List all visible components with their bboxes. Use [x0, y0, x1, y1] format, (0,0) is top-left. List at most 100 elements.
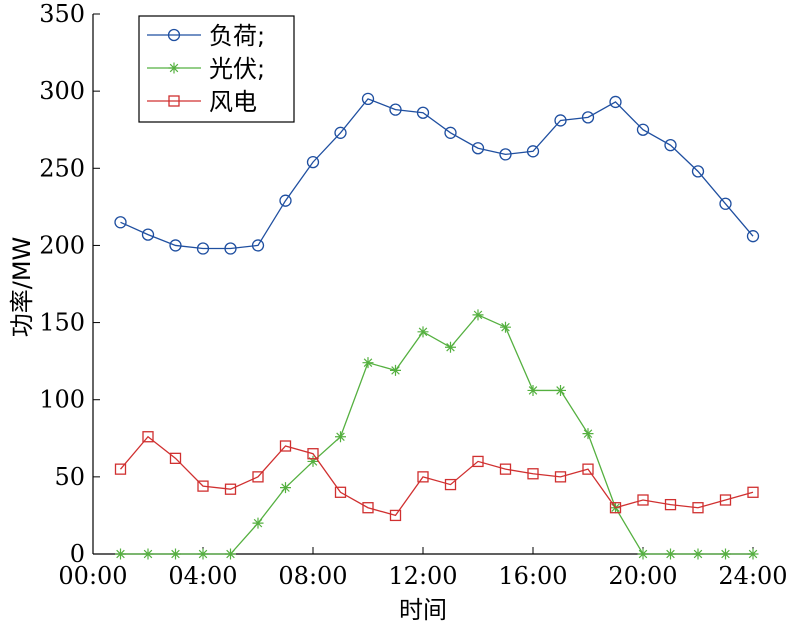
y-tick-label: 350: [39, 0, 85, 28]
x-tick-label: 00:00: [58, 562, 127, 590]
x-tick-label: 12:00: [388, 562, 457, 590]
x-tick-label: 04:00: [168, 562, 237, 590]
data-point: [142, 548, 154, 560]
series-2: [114, 431, 759, 522]
data-point: [390, 364, 401, 376]
data-point: [334, 126, 347, 139]
legend-marker: [167, 28, 181, 42]
data-point: [582, 463, 594, 475]
data-point: [280, 482, 291, 494]
data-point: [279, 440, 292, 452]
y-tick-label: 0: [70, 540, 85, 568]
series-layer: [114, 92, 760, 560]
data-point: [334, 486, 347, 498]
series-1: [115, 309, 759, 560]
data-point: [115, 548, 126, 560]
data-point: [362, 502, 374, 514]
y-tick-label: 50: [54, 463, 85, 491]
data-point: [527, 468, 539, 480]
data-point: [637, 548, 649, 560]
series-0: [114, 92, 760, 255]
legend-entry: 负荷;: [147, 22, 265, 50]
series-line: [120, 435, 754, 517]
data-point: [554, 114, 567, 127]
legend-entry: 风电: [147, 88, 257, 116]
y-tick-label: 150: [39, 309, 85, 337]
data-point: [444, 126, 457, 139]
y-tick-label: 200: [39, 231, 85, 259]
y-tick-label: 300: [39, 77, 85, 105]
data-point: [252, 517, 264, 529]
data-point: [664, 498, 677, 511]
legend-label: 风电: [209, 88, 257, 116]
data-point: [361, 92, 375, 106]
data-point: [636, 123, 650, 136]
data-point: [554, 471, 567, 483]
legend-marker: [168, 95, 180, 107]
legend-entry: 光伏;: [147, 55, 265, 83]
data-point: [114, 216, 127, 229]
data-point: [307, 455, 319, 467]
data-point: [500, 321, 511, 333]
data-point: [251, 239, 265, 252]
data-point: [581, 111, 595, 124]
data-point: [224, 483, 237, 495]
data-point: [307, 448, 319, 460]
data-point: [197, 548, 209, 560]
data-point: [609, 502, 622, 514]
data-point: [114, 463, 127, 475]
legend-label: 光伏;: [209, 55, 265, 83]
data-point: [279, 194, 292, 207]
legend-label: 负荷;: [209, 22, 265, 50]
data-point: [141, 228, 155, 241]
data-point: [499, 463, 512, 475]
data-point: [472, 309, 484, 321]
data-point: [692, 502, 704, 514]
data-point: [444, 478, 457, 491]
data-point: [609, 95, 622, 109]
data-point: [720, 548, 731, 560]
data-point: [142, 431, 154, 443]
data-point: [692, 548, 704, 560]
x-tick-label: 20:00: [608, 562, 677, 590]
data-point: [445, 341, 456, 353]
data-point: [582, 428, 594, 440]
data-point: [664, 138, 677, 152]
legend: 负荷; 光伏; 风电: [138, 15, 295, 123]
data-point: [719, 197, 732, 210]
series-line: [120, 314, 753, 555]
data-point: [665, 548, 676, 560]
x-tick-label: 24:00: [718, 562, 786, 590]
data-point: [471, 142, 485, 155]
data-point: [196, 242, 210, 255]
data-point: [527, 384, 539, 396]
data-point: [746, 230, 760, 243]
data-point: [362, 357, 374, 369]
data-point: [389, 103, 402, 116]
data-point: [637, 494, 649, 506]
data-point: [389, 509, 402, 522]
axes: 0 50 100 150 200 250 300 350 00:00 04:00 08:00 12:0…: [39, 0, 786, 590]
data-point: [526, 145, 540, 158]
data-point: [417, 326, 429, 338]
data-point: [335, 431, 346, 443]
data-point: [499, 148, 512, 161]
data-point: [169, 452, 182, 464]
data-point: [169, 239, 182, 252]
data-point: [252, 471, 264, 483]
data-point: [719, 494, 732, 506]
y-tick-label: 250: [39, 154, 85, 182]
data-point: [416, 106, 430, 119]
data-point: [224, 242, 237, 255]
data-point: [555, 384, 566, 396]
x-tick-label: 08:00: [278, 562, 347, 590]
legend-box: [138, 15, 295, 123]
data-point: [225, 548, 236, 560]
data-point: [747, 548, 759, 560]
y-tick-label: 100: [39, 386, 85, 414]
data-point: [691, 165, 705, 178]
x-tick-label: 16:00: [498, 562, 567, 590]
x-axis-title: 时间: [399, 596, 447, 624]
data-point: [747, 486, 759, 498]
